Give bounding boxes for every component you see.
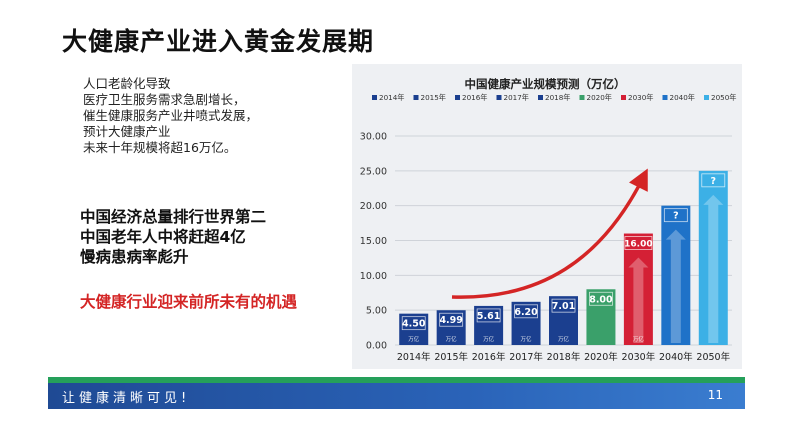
x-tick-label: 2018年 [547, 351, 581, 363]
bar-value-label: 6.20 [514, 307, 538, 318]
x-tick-label: 2016年 [472, 351, 506, 363]
y-tick-label: 5.00 [366, 306, 387, 317]
bar-value-box [476, 308, 501, 323]
bar-2040年 [661, 205, 691, 345]
legend-entry: 2016年 [462, 93, 487, 102]
legend-swatch [413, 95, 419, 100]
legend-entry: 2040年 [670, 93, 695, 102]
bar-unit-label: 万亿 [558, 335, 570, 343]
bar-2016年 [474, 305, 504, 345]
chart-y-axis: 0.00 5.00 10.00 15.00 20.00 25.00 30.00 [360, 132, 387, 352]
chart-bars: 4.50 万亿 4.99 万亿 5.61 万亿 6.20 万亿 7.01 万亿 8.00 16.00 万… [399, 170, 728, 345]
y-tick-label: 25.00 [360, 166, 387, 177]
legend-swatch [496, 95, 502, 100]
intro-line: 未来十年规模将超16万亿。 [83, 140, 237, 155]
chart-title: 中国健康产业规模预测（万亿） [465, 77, 626, 91]
bar-value-label: 8.00 [589, 294, 613, 305]
bar-value-box [663, 208, 688, 223]
bar-unit-label: 万亿 [521, 335, 533, 343]
fact-line: 中国经济总量排行世界第二 [80, 208, 267, 226]
fact-line: 中国老年人中将赶超4亿 [80, 228, 246, 246]
y-tick-label: 30.00 [360, 132, 387, 143]
footer-slogan: 让健康清晰可见! [62, 391, 191, 406]
bar-unit-label: 万亿 [446, 335, 458, 343]
intro-line: 人口老龄化导致 [83, 76, 171, 91]
legend-swatch [372, 95, 377, 100]
bar-value-box [514, 304, 538, 319]
legend-entry: 2020年 [587, 93, 612, 102]
legend-swatch [538, 95, 543, 100]
legend-entry: 2018年 [545, 93, 570, 102]
chart-x-axis: 2014年 2015年 2016年 2017年 2018年 2020年 2030年 2040年… [397, 351, 731, 363]
intro-line: 医疗卫生服务需求急剧增长， [83, 92, 246, 107]
legend-swatch [579, 95, 585, 100]
bar-value-label: 7.01 [552, 301, 575, 312]
bar-2020年 [586, 289, 616, 345]
bar-value-label: 5.61 [477, 311, 500, 322]
legend-entry: 2050年 [711, 93, 736, 102]
x-tick-label: 2040年 [659, 351, 693, 363]
footer-accent-bar [48, 377, 745, 383]
legend-swatch [621, 95, 626, 100]
bar-value-box [589, 291, 613, 306]
y-tick-label: 15.00 [360, 236, 387, 247]
slide-footer: 让健康清晰可见! 11 [48, 383, 745, 409]
legend-entry: 2017年 [504, 93, 529, 102]
y-tick-label: 10.00 [360, 271, 387, 282]
bar-value-box [401, 316, 426, 331]
legend-entry: 2030年 [628, 93, 653, 102]
x-tick-label: 2030年 [622, 351, 656, 363]
x-tick-label: 2017年 [509, 351, 543, 363]
bar-value-box [439, 312, 464, 327]
bar-2015年 [436, 310, 466, 345]
x-tick-label: 2015年 [434, 351, 468, 363]
growth-trend-arrow [451, 168, 648, 299]
bar-value-label: ? [673, 211, 679, 222]
x-tick-label: 2020年 [584, 351, 618, 363]
bar-2030年 [623, 233, 653, 345]
key-facts: 中国经济总量排行世界第二 中国老年人中将赶超4亿 慢病患病率彪升 [80, 207, 266, 267]
intro-line: 预计大健康产业 [83, 124, 171, 139]
opportunity-statement: 大健康行业迎来前所未有的机遇 [80, 293, 298, 311]
bar-value-label: ? [711, 176, 717, 187]
bar-value-label: 16.00 [624, 240, 652, 250]
bar-up-arrow [628, 257, 649, 343]
bar-up-arrow [665, 229, 686, 343]
legend-entry: 2015年 [421, 93, 446, 102]
bar-value-label: 4.50 [402, 319, 426, 330]
bar-value-box [701, 173, 726, 188]
legend-swatch [704, 95, 709, 100]
bar-value-box [551, 298, 576, 313]
bar-up-arrow [703, 194, 724, 343]
legend-swatch [662, 95, 668, 100]
chart-legend: 2014年 2015年 2016年 2017年 2018年 2020年 2030年 2040年… [372, 93, 736, 102]
slide-title: 大健康产业进入黄金发展期 [62, 27, 375, 56]
legend-entry: 2014年 [379, 93, 404, 102]
fact-line: 慢病患病率彪升 [80, 248, 189, 266]
bar-value-label: 4.99 [439, 315, 462, 326]
x-tick-label: 2014年 [397, 351, 431, 363]
bar-2050年 [698, 170, 728, 345]
bar-unit-label: 万亿 [408, 335, 420, 343]
bar-unit-label: 万亿 [633, 335, 645, 343]
bar-2017年 [511, 301, 541, 345]
intro-line: 催生健康服务产业井喷式发展， [83, 108, 259, 123]
intro-text: 人口老龄化导致 医疗卫生服务需求急剧增长， 催生健康服务产业井喷式发展， 预计大… [83, 76, 323, 156]
page-number: 11 [707, 388, 723, 402]
legend-swatch [455, 95, 460, 100]
y-tick-label: 0.00 [366, 341, 387, 352]
x-tick-label: 2050年 [696, 351, 730, 363]
bar-2018年 [549, 296, 578, 345]
bar-value-box [624, 236, 653, 250]
y-tick-label: 20.00 [360, 201, 387, 212]
bar-unit-label: 万亿 [483, 335, 495, 343]
